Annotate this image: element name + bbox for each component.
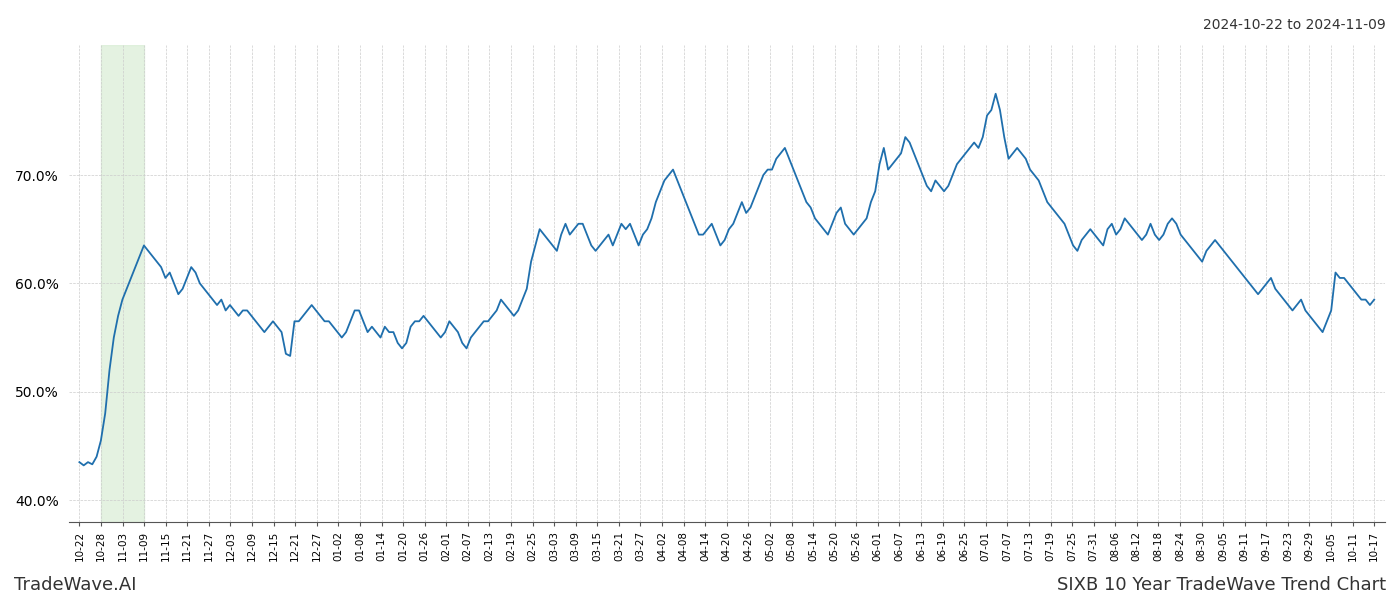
Text: SIXB 10 Year TradeWave Trend Chart: SIXB 10 Year TradeWave Trend Chart [1057,576,1386,594]
Text: TradeWave.AI: TradeWave.AI [14,576,137,594]
Text: 2024-10-22 to 2024-11-09: 2024-10-22 to 2024-11-09 [1203,18,1386,32]
Bar [101,45,144,522]
